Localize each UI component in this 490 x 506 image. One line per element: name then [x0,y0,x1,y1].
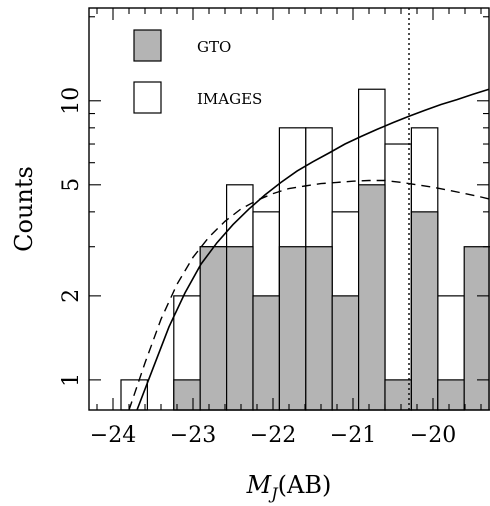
gto-bar [252,295,280,411]
x-tick-label: −20 [410,423,456,448]
legend: GTO IMAGES [133,29,262,114]
gto-bar [173,379,201,411]
legend-swatch-gto [133,29,162,62]
x-axis-label: MJ(AB) [246,471,332,503]
y-axis-label: Counts [10,166,38,252]
x-tick-label: −21 [330,423,376,448]
gto-bar [278,246,307,411]
solid-model-curve [136,88,490,411]
gto-bar [331,295,360,411]
gto-bar [384,379,412,411]
images-bar [384,143,412,411]
legend-swatch-images [133,81,162,114]
x-tick-label: −22 [250,423,296,448]
x-tick-label: −24 [90,423,136,448]
gto-bar [437,379,465,411]
x-tick-label: −23 [170,423,216,448]
x-axis-label-main: M [246,471,273,499]
gto-bar [358,184,386,411]
x-axis-label-sub: J [268,484,279,503]
y-ticks: 1 2 5 10 [59,16,489,387]
y-tick-label: 2 [59,289,84,303]
gto-bar [305,246,333,411]
y-tick-label: 10 [59,87,84,115]
gto-bar [199,246,228,411]
legend-label-images: IMAGES [197,90,262,108]
y-tick-label: 5 [59,178,84,192]
gto-bar [463,246,490,411]
y-tick-label: 1 [59,373,84,387]
x-ticks: −24 −23 −22 −21 −20 [90,8,482,448]
gto-bar [410,211,439,411]
x-axis-label-rest: (AB) [278,471,332,499]
gto-bar [226,246,254,411]
model-curves [128,88,490,411]
legend-label-gto: GTO [197,38,231,56]
